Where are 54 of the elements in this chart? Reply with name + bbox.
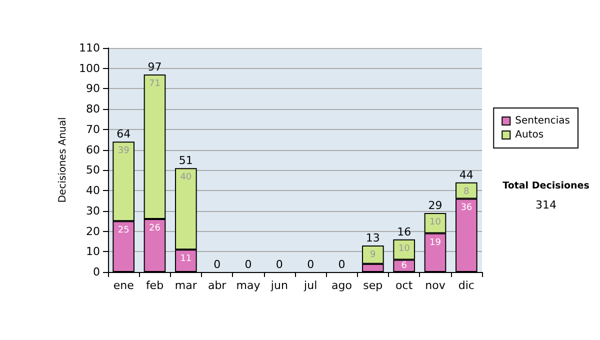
total-label: 0 (214, 258, 221, 271)
data-label: 36 (460, 203, 472, 214)
x-tick-label: jul (303, 279, 318, 292)
total-label: 97 (148, 60, 162, 74)
y-tick-label: 50 (86, 164, 100, 177)
y-tick-label: 100 (79, 62, 100, 75)
data-label: 71 (149, 78, 160, 89)
x-tick-label: ago (332, 279, 352, 292)
data-label: 40 (180, 172, 192, 183)
total-label: 0 (338, 258, 346, 271)
x-tick-label: feb (146, 279, 164, 292)
total-label: 29 (428, 198, 442, 212)
data-label: 10 (430, 217, 442, 228)
y-tick-label: 110 (79, 42, 100, 54)
y-tick-label: 90 (86, 82, 100, 96)
x-tick-label: mar (174, 279, 198, 292)
total-label: 64 (116, 128, 131, 141)
legend-label: Autos (515, 130, 544, 140)
y-tick-label: 0 (93, 266, 100, 278)
y-tick-label: 60 (86, 143, 100, 156)
data-label: 9 (370, 250, 376, 260)
y-tick-label: 70 (86, 122, 100, 136)
y-tick-label: 80 (86, 102, 100, 116)
text: 314 (536, 198, 556, 212)
x-tick-label: jun (270, 279, 288, 292)
data-label: 26 (149, 224, 161, 234)
y-tick-label: 40 (86, 184, 100, 198)
total-label: 16 (397, 225, 412, 238)
y-axis-title: Decisiones Anual (58, 117, 69, 203)
text: Total Decisiones (502, 180, 590, 192)
data-label: 19 (430, 238, 442, 248)
x-tick-label: ene (113, 279, 134, 292)
total-label: 51 (178, 154, 193, 168)
total-label: 44 (459, 168, 474, 182)
x-tick-label: oct (396, 279, 414, 292)
data-label: 11 (180, 254, 192, 264)
y-tick-label: 10 (86, 245, 100, 258)
total-label: 0 (307, 258, 314, 271)
x-tick-label: sep (363, 279, 383, 292)
data-label: 8 (464, 186, 470, 197)
data-label: 39 (118, 146, 130, 156)
x-tick-label: may (236, 279, 261, 292)
x-tick-label: dic (458, 279, 474, 292)
x-tick-label: nov (425, 279, 446, 292)
data-label: 6 (401, 260, 408, 271)
data-label: 25 (118, 226, 130, 236)
x-tick-label: abr (208, 279, 227, 292)
total-label: 0 (244, 258, 252, 271)
legend-label: Sentencias (515, 116, 570, 126)
total-label: 13 (366, 232, 380, 245)
data-label: 10 (398, 244, 410, 254)
y-tick-label: 20 (86, 224, 100, 238)
y-tick-label: 30 (86, 204, 100, 218)
total-label: 0 (276, 258, 283, 271)
